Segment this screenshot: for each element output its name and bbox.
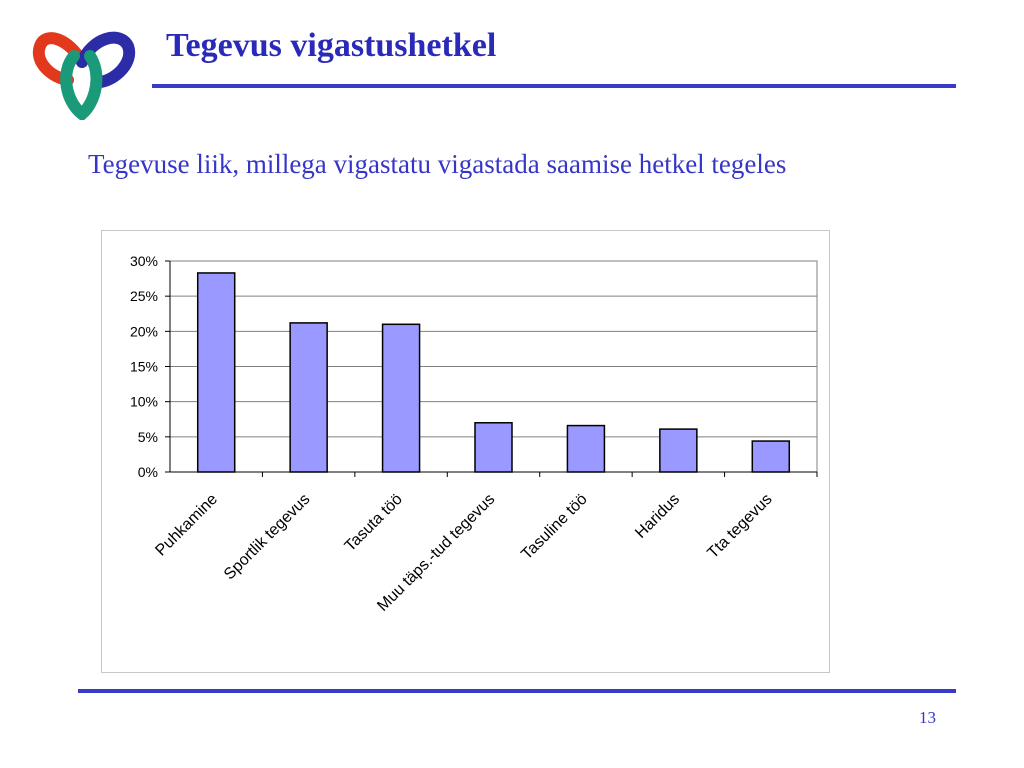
slide-subtitle: Tegevuse liik, millega vigastatu vigasta… [88, 149, 787, 179]
y-tick-label: 25% [130, 288, 158, 304]
chart-frame: 0% 5% 10% 15% 20% 25% 30% Puhkamine Sportlik teg… [101, 230, 830, 673]
bar [566, 424, 606, 473]
category-label: Tasuline töö [518, 491, 590, 563]
y-tick-label: 10% [130, 394, 158, 410]
bar [659, 428, 698, 473]
three-loop-logo-icon [32, 31, 136, 120]
slide-title: Tegevus vigastushetkel [166, 27, 497, 64]
page-number: 13 [919, 708, 936, 727]
y-tick-label: 5% [138, 429, 158, 445]
bar [381, 323, 421, 473]
bar [196, 272, 236, 473]
category-label: Haridus [632, 491, 683, 542]
category-label: Tta tegevus [704, 491, 775, 562]
logo-green-loop [60, 50, 103, 120]
y-tick-label: 20% [130, 323, 158, 339]
y-tick-label: 30% [130, 253, 158, 269]
y-tick-label: 0% [138, 464, 158, 480]
footer-rule [78, 689, 956, 693]
logo-red-loop [32, 32, 88, 86]
bar [289, 322, 328, 473]
bar-chart: 0% 5% 10% 15% 20% 25% 30% Puhkamine Sportlik teg… [130, 253, 818, 615]
title-underline [152, 84, 956, 88]
bar [474, 422, 513, 473]
y-tick-label: 15% [130, 359, 158, 375]
category-label: Sportlik tegevus [221, 491, 314, 584]
bar [751, 440, 791, 473]
logo-blue-loop [76, 31, 136, 88]
category-label: Puhkamine [152, 491, 221, 560]
category-label: Tasuta töö [342, 491, 406, 555]
